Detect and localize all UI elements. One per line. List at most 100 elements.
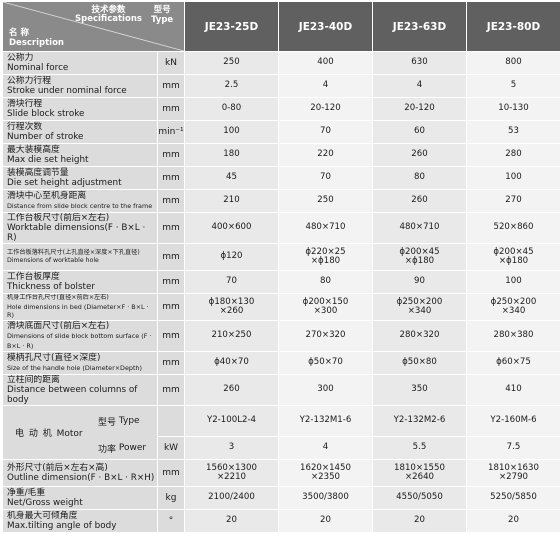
row-value: 180	[185, 144, 278, 166]
type-label: 型号 Type	[151, 5, 174, 25]
motor-type-value: Y2-100L2-4	[185, 406, 278, 436]
row-label-cn: 最大装模高度	[7, 145, 60, 155]
spec-row: 工作台板尺寸(前后×左右) Worktable dimensions(F · B×…	[3, 213, 560, 243]
row-label-cn: 机身最大可倾角度	[7, 511, 78, 521]
spec-row: 工作台板落料孔尺寸(上孔直径×深度×下孔直径) Dimensions of wor…	[3, 244, 560, 270]
motor-power-value: 7.5	[467, 437, 560, 459]
description-label: 名 称 Description	[9, 28, 64, 48]
row-value: 4550/5050	[373, 487, 466, 509]
row-label-en: Die set height adjustment	[7, 178, 122, 188]
row-value: 630	[373, 52, 466, 74]
row-label: 外形尺寸(前后×左右×高) Outline dimension(F · B×L ·…	[3, 460, 157, 486]
row-value: 20-120	[279, 98, 372, 120]
row-label-cn: 工作台板落料孔尺寸(上孔直径×深度×下孔直径)	[7, 248, 140, 256]
row-value: ϕ40×70	[185, 352, 278, 374]
row-label-en: Worktable dimensions(F · B×L · R)	[7, 223, 146, 243]
row-unit: mm	[158, 144, 184, 166]
row-label-cn: 公称力	[7, 53, 34, 63]
motor-power-value: 5.5	[373, 437, 466, 459]
row-value: 400	[279, 52, 372, 74]
row-label: 公称力行程 Stroke under nominal force	[3, 75, 157, 97]
row-value: ϕ200×45 ×ϕ180	[373, 244, 466, 270]
row-label: 最大装模高度 Max die set height	[3, 144, 157, 166]
row-value: ϕ200×45 ×ϕ180	[467, 244, 560, 270]
row-value: 5250/5850	[467, 487, 560, 509]
row-value: 1560×1300 ×2210	[185, 460, 278, 486]
row-unit: mm	[158, 98, 184, 120]
row-label: 工作台板厚度 Thickness of bolster	[3, 271, 157, 293]
row-value: 280×320	[373, 321, 466, 351]
spec-row: 模柄孔尺寸(直径×深度) Size of the handle hole (Dia…	[3, 352, 560, 374]
row-value: 100	[467, 271, 560, 293]
row-label: 模柄孔尺寸(直径×深度) Size of the handle hole (Dia…	[3, 352, 157, 374]
row-value: 20	[185, 510, 278, 532]
spec-row: 机身工作台孔尺寸(直径×前后×左右) Hole dimensions in bed…	[3, 294, 560, 320]
row-label-cn: 外形尺寸(前后×左右×高)	[7, 463, 108, 473]
row-value: 480×710	[279, 213, 372, 243]
row-value: 280	[467, 144, 560, 166]
spec-row: 装模高度调节量 Die set height adjustment mm 45 70 80…	[3, 167, 560, 189]
row-unit: kg	[158, 487, 184, 509]
row-value: 410	[467, 375, 560, 405]
row-unit: mm	[158, 213, 184, 243]
spec-row: 外形尺寸(前后×左右×高) Outline dimension(F · B×L ·…	[3, 460, 560, 486]
row-value: 220	[279, 144, 372, 166]
row-label-cn: 滑块行程	[7, 99, 43, 109]
row-label: 滑块中心至机身距离 Distance from slide block centr…	[3, 190, 157, 212]
power-unit: kW	[158, 437, 184, 459]
row-unit: mm	[158, 375, 184, 405]
row-value: 70	[279, 121, 372, 143]
row-value: 4	[373, 75, 466, 97]
row-label-cn: 立柱间的距离	[7, 375, 60, 385]
row-value: 1810×1550 ×2640	[373, 460, 466, 486]
row-value: 210	[185, 190, 278, 212]
row-unit: mm	[158, 321, 184, 351]
row-value: 210×250	[185, 321, 278, 351]
row-label: 工作台板落料孔尺寸(上孔直径×深度×下孔直径) Dimensions of wor…	[3, 244, 157, 270]
motor-power-sublabel: 功率 Power	[98, 443, 147, 455]
spec-tail-rows: 外形尺寸(前后×左右×高) Outline dimension(F · B×L ·…	[3, 460, 560, 532]
spec-row: 行程次数 Number of stroke min⁻¹ 100 70 60 53	[3, 121, 560, 143]
row-value: 520×860	[467, 213, 560, 243]
row-unit: mm	[158, 244, 184, 270]
row-value: 2.5	[185, 75, 278, 97]
spec-rows: 公称力 Nominal force kN 250 400 630 800 公称力行程 Strok…	[3, 52, 560, 405]
row-label: 工作台板尺寸(前后×左右) Worktable dimensions(F · B×…	[3, 213, 157, 243]
motor-power-row: kW 3 4 5.5 7.5	[3, 437, 560, 459]
spec-row: 净重/毛重 Net/Gross weight kg 2100/2400 3500/380…	[3, 487, 560, 509]
row-label-cn: 工作台板尺寸(前后×左右)	[7, 213, 110, 223]
spec-label: 技术参数 Specifications	[75, 5, 142, 24]
row-value: 2100/2400	[185, 487, 278, 509]
row-value: 53	[467, 121, 560, 143]
spec-table: 技术参数 Specifications 型号 Type 名 称 Descript…	[2, 1, 560, 533]
row-label: 机身最大可倾角度 Max.tilting angle of body	[3, 510, 157, 532]
row-value: ϕ250×200 ×340	[467, 294, 560, 320]
header-row: 技术参数 Specifications 型号 Type 名 称 Descript…	[3, 2, 560, 51]
row-unit: °	[158, 510, 184, 532]
row-label-cn: 模柄孔尺寸(直径×深度)	[7, 353, 101, 363]
row-unit: min⁻¹	[158, 121, 184, 143]
row-label-cn: 装模高度调节量	[7, 168, 69, 178]
spec-row: 滑块中心至机身距离 Distance from slide block centr…	[3, 190, 560, 212]
row-label-cn: 工作台板厚度	[7, 272, 60, 282]
type-unit	[158, 406, 184, 436]
row-value: 260	[373, 190, 466, 212]
row-value: 5	[467, 75, 560, 97]
row-value: 270	[467, 190, 560, 212]
row-value: ϕ50×70	[279, 352, 372, 374]
motor-label: 电 动 机 Motor	[3, 406, 157, 459]
row-label-en: Hole dimensions in bed (Diameter×F · B×L…	[7, 302, 149, 320]
spec-row: 滑块行程 Slide block stroke mm 0-80 20-120 20-120…	[3, 98, 560, 120]
row-unit: mm	[158, 294, 184, 320]
row-label-en: Dimensions of slide block bottom surface…	[7, 332, 152, 350]
model-header: JE23-63D	[373, 2, 466, 51]
row-value: ϕ180×130 ×260	[185, 294, 278, 320]
row-label-cn: 滑块底面尺寸(前后×左右)	[7, 321, 110, 331]
row-label-en: Net/Gross weight	[7, 498, 83, 508]
motor-type-sublabel: 型号 Type	[98, 416, 140, 428]
model-header: JE23-80D	[467, 2, 560, 51]
row-label-cn: 滑块中心至机身距离	[7, 191, 87, 201]
row-value: 1810×1630 ×2790	[467, 460, 560, 486]
row-value: 90	[373, 271, 466, 293]
row-value: 70	[185, 271, 278, 293]
